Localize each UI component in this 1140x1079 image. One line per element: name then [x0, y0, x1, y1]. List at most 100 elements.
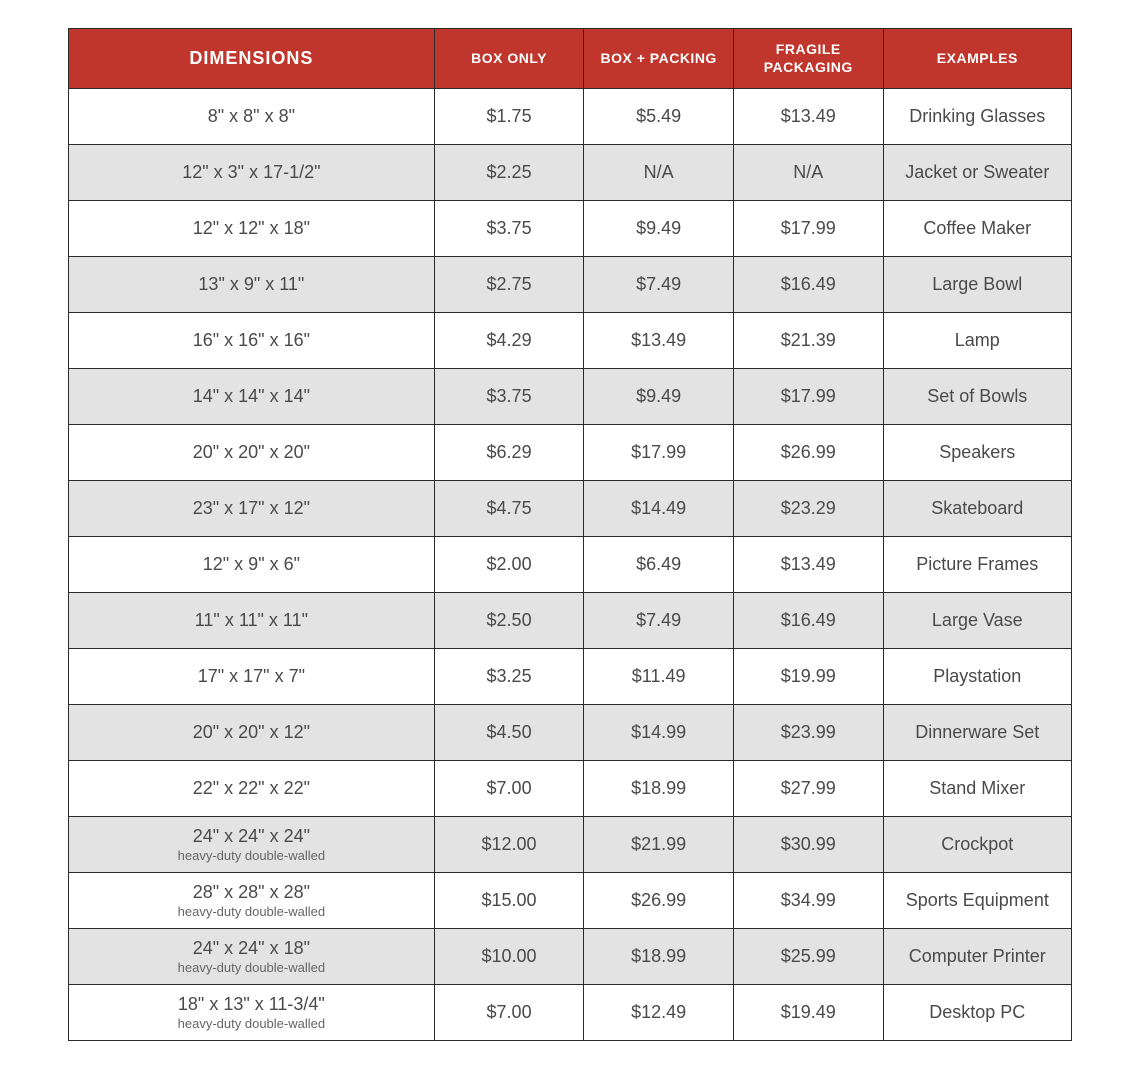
cell-fragile-packaging: $26.99	[733, 425, 883, 481]
cell-dimensions: 24" x 24" x 18"heavy-duty double-walled	[69, 929, 435, 985]
cell-dimensions: 14" x 14" x 14"	[69, 369, 435, 425]
cell-fragile-packaging: $27.99	[733, 761, 883, 817]
cell-examples: Large Vase	[883, 593, 1071, 649]
cell-box-packing: $26.99	[584, 873, 734, 929]
dimensions-value: 12" x 9" x 6"	[77, 554, 426, 576]
table-row: 18" x 13" x 11-3/4"heavy-duty double-wal…	[69, 985, 1072, 1041]
table-row: 24" x 24" x 24"heavy-duty double-walled$…	[69, 817, 1072, 873]
dimensions-value: 18" x 13" x 11-3/4"	[77, 994, 426, 1016]
cell-box-only: $7.00	[434, 761, 584, 817]
cell-fragile-packaging: $25.99	[733, 929, 883, 985]
cell-fragile-packaging: $17.99	[733, 369, 883, 425]
box-pricing-table: DIMENSIONS BOX ONLY BOX + PACKING FRAGIL…	[68, 28, 1072, 1041]
cell-fragile-packaging: $16.49	[733, 257, 883, 313]
dimensions-value: 12" x 3" x 17-1/2"	[77, 162, 426, 184]
cell-examples: Drinking Glasses	[883, 89, 1071, 145]
cell-box-packing: $14.49	[584, 481, 734, 537]
cell-box-only: $2.25	[434, 145, 584, 201]
cell-box-only: $12.00	[434, 817, 584, 873]
cell-box-packing: N/A	[584, 145, 734, 201]
cell-fragile-packaging: N/A	[733, 145, 883, 201]
cell-examples: Desktop PC	[883, 985, 1071, 1041]
dimensions-subtext: heavy-duty double-walled	[77, 960, 426, 975]
cell-examples: Playstation	[883, 649, 1071, 705]
cell-box-packing: $11.49	[584, 649, 734, 705]
table-row: 22" x 22" x 22" $7.00$18.99$27.99Stand Mi…	[69, 761, 1072, 817]
cell-examples: Computer Printer	[883, 929, 1071, 985]
cell-box-only: $3.75	[434, 201, 584, 257]
cell-box-only: $15.00	[434, 873, 584, 929]
dimensions-value: 24" x 24" x 24"	[77, 826, 426, 848]
cell-fragile-packaging: $30.99	[733, 817, 883, 873]
cell-fragile-packaging: $34.99	[733, 873, 883, 929]
cell-box-packing: $9.49	[584, 369, 734, 425]
cell-dimensions: 16" x 16" x 16"	[69, 313, 435, 369]
cell-examples: Crockpot	[883, 817, 1071, 873]
dimensions-value: 22" x 22" x 22"	[77, 778, 426, 800]
dimensions-value: 24" x 24" x 18"	[77, 938, 426, 960]
cell-dimensions: 12" x 12" x 18"	[69, 201, 435, 257]
cell-box-only: $3.75	[434, 369, 584, 425]
table-row: 12" x 3" x 17-1/2"$2.25N/AN/AJacket or S…	[69, 145, 1072, 201]
dimensions-value: 16" x 16" x 16"	[77, 330, 426, 352]
cell-dimensions: 11" x 11" x 11"	[69, 593, 435, 649]
table-row: 14" x 14" x 14" $3.75$9.49$17.99Set of Bo…	[69, 369, 1072, 425]
cell-examples: Sports Equipment	[883, 873, 1071, 929]
dimensions-value: 12" x 12" x 18"	[77, 218, 426, 240]
header-examples: EXAMPLES	[883, 29, 1071, 89]
header-box-only: BOX ONLY	[434, 29, 584, 89]
cell-box-packing: $17.99	[584, 425, 734, 481]
table-row: 16" x 16" x 16"$4.29$13.49$21.39Lamp	[69, 313, 1072, 369]
table-row: 12" x 12" x 18" $3.75$9.49$17.99Coffee Ma…	[69, 201, 1072, 257]
cell-box-packing: $7.49	[584, 257, 734, 313]
cell-box-packing: $12.49	[584, 985, 734, 1041]
dimensions-subtext: heavy-duty double-walled	[77, 1016, 426, 1031]
cell-box-only: $10.00	[434, 929, 584, 985]
table-row: 17" x 17" x 7"$3.25$11.49$19.99Playstati…	[69, 649, 1072, 705]
table-row: 11" x 11" x 11"$2.50$7.49$16.49Large Vas…	[69, 593, 1072, 649]
cell-examples: Speakers	[883, 425, 1071, 481]
cell-fragile-packaging: $23.99	[733, 705, 883, 761]
table-header: DIMENSIONS BOX ONLY BOX + PACKING FRAGIL…	[69, 29, 1072, 89]
cell-dimensions: 24" x 24" x 24"heavy-duty double-walled	[69, 817, 435, 873]
cell-fragile-packaging: $17.99	[733, 201, 883, 257]
cell-fragile-packaging: $13.49	[733, 537, 883, 593]
cell-box-only: $2.50	[434, 593, 584, 649]
cell-box-packing: $21.99	[584, 817, 734, 873]
cell-box-only: $6.29	[434, 425, 584, 481]
cell-dimensions: 22" x 22" x 22"	[69, 761, 435, 817]
dimensions-value: 8" x 8" x 8"	[77, 106, 426, 128]
cell-box-packing: $9.49	[584, 201, 734, 257]
cell-examples: Coffee Maker	[883, 201, 1071, 257]
dimensions-value: 14" x 14" x 14"	[77, 386, 426, 408]
cell-examples: Lamp	[883, 313, 1071, 369]
cell-examples: Stand Mixer	[883, 761, 1071, 817]
cell-dimensions: 8" x 8" x 8"	[69, 89, 435, 145]
cell-box-packing: $13.49	[584, 313, 734, 369]
cell-box-only: $1.75	[434, 89, 584, 145]
table-row: 20" x 20" x 12"$4.50$14.99$23.99Dinnerwa…	[69, 705, 1072, 761]
cell-dimensions: 18" x 13" x 11-3/4"heavy-duty double-wal…	[69, 985, 435, 1041]
cell-dimensions: 20" x 20" x 20"	[69, 425, 435, 481]
cell-box-packing: $6.49	[584, 537, 734, 593]
dimensions-subtext: heavy-duty double-walled	[77, 848, 426, 863]
dimensions-value: 28" x 28" x 28"	[77, 882, 426, 904]
cell-fragile-packaging: $19.49	[733, 985, 883, 1041]
dimensions-value: 17" x 17" x 7"	[77, 666, 426, 688]
cell-box-only: $2.00	[434, 537, 584, 593]
cell-box-packing: $7.49	[584, 593, 734, 649]
table-body: 8" x 8" x 8"$1.75$5.49$13.49Drinking Gla…	[69, 89, 1072, 1041]
cell-fragile-packaging: $21.39	[733, 313, 883, 369]
cell-box-packing: $18.99	[584, 761, 734, 817]
table-row: 20" x 20" x 20"$6.29$17.99$26.99Speakers	[69, 425, 1072, 481]
cell-examples: Skateboard	[883, 481, 1071, 537]
cell-examples: Set of Bowls	[883, 369, 1071, 425]
cell-dimensions: 17" x 17" x 7"	[69, 649, 435, 705]
cell-dimensions: 28" x 28" x 28"heavy-duty double-walled	[69, 873, 435, 929]
cell-box-only: $3.25	[434, 649, 584, 705]
cell-examples: Dinnerware Set	[883, 705, 1071, 761]
cell-dimensions: 13" x 9" x 11"	[69, 257, 435, 313]
table-row: 23" x 17" x 12"$4.75$14.49$23.29Skateboa…	[69, 481, 1072, 537]
header-box-packing: BOX + PACKING	[584, 29, 734, 89]
dimensions-value: 20" x 20" x 12"	[77, 722, 426, 744]
